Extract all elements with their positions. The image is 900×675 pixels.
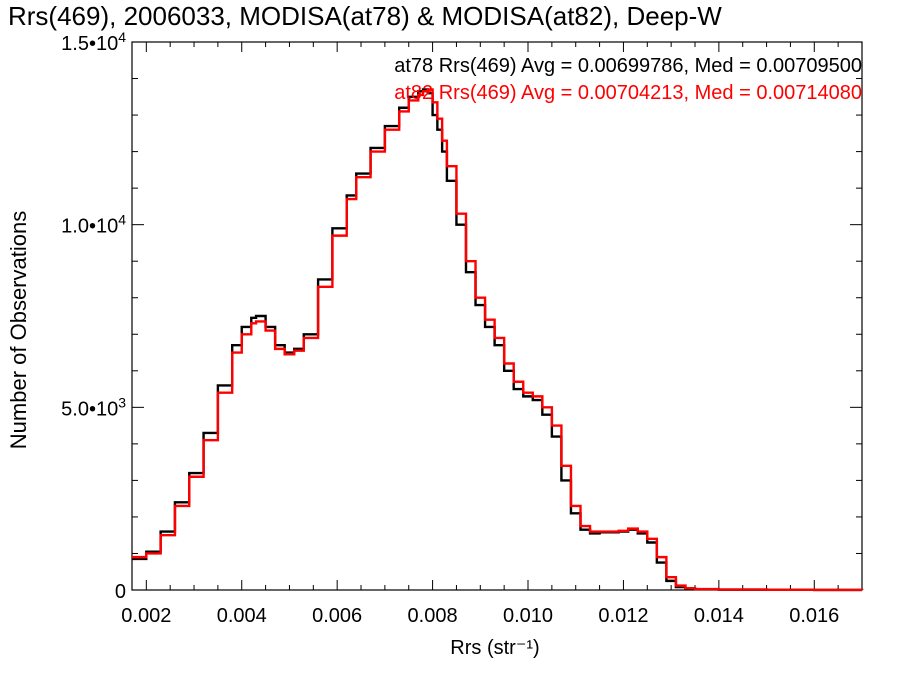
x-tick-label: 0.010: [503, 605, 553, 627]
y-tick-exponent: 4: [118, 29, 126, 45]
x-axis-label: Rrs (str⁻¹): [450, 637, 539, 659]
axes-group: [131, 41, 863, 591]
x-tick-label: 0.016: [789, 605, 839, 627]
plot-frame: [131, 41, 863, 591]
x-tick-label: 0.004: [217, 605, 267, 627]
y-tick-mantissa: 0: [115, 581, 126, 603]
x-tick-label: 0.006: [312, 605, 362, 627]
series-layer: [132, 88, 864, 592]
y-tick-label: 5.0•103: [61, 394, 126, 420]
y-tick-label: 1.0•104: [61, 212, 126, 238]
y-tick-exponent: 3: [118, 394, 126, 410]
y-tick-label: 0: [115, 581, 126, 603]
y-axis-label: Number of Observations: [6, 211, 31, 449]
x-tick-label: 0.014: [694, 605, 744, 627]
annotation-1: at78 Rrs(469) Avg = 0.00699786, Med = 0.…: [394, 55, 862, 77]
y-tick-mantissa: 1.5•10: [61, 33, 118, 55]
chart-title: Rrs(469), 2006033, MODISA(at78) & MODISA…: [8, 1, 722, 31]
y-tick-mantissa: 1.0•10: [61, 216, 118, 238]
x-tick-label: 0.002: [121, 605, 171, 627]
y-tick-mantissa: 5.0•10: [61, 398, 118, 420]
series-line-2: [132, 88, 864, 592]
y-tick-label: 1.5•104: [61, 29, 126, 55]
ticks-layer: 0.002 0.004 0.006 0.008 0.010 0.012 0.014 0.016…: [61, 29, 863, 627]
annotation-2: at82 Rrs(469) Avg = 0.00704213, Med = 0.…: [394, 82, 862, 104]
x-tick-label: 0.008: [408, 605, 458, 627]
y-tick-exponent: 4: [118, 212, 126, 228]
x-tick-label: 0.012: [598, 605, 648, 627]
annotations-layer: at78 Rrs(469) Avg = 0.00699786, Med = 0.…: [394, 55, 862, 104]
